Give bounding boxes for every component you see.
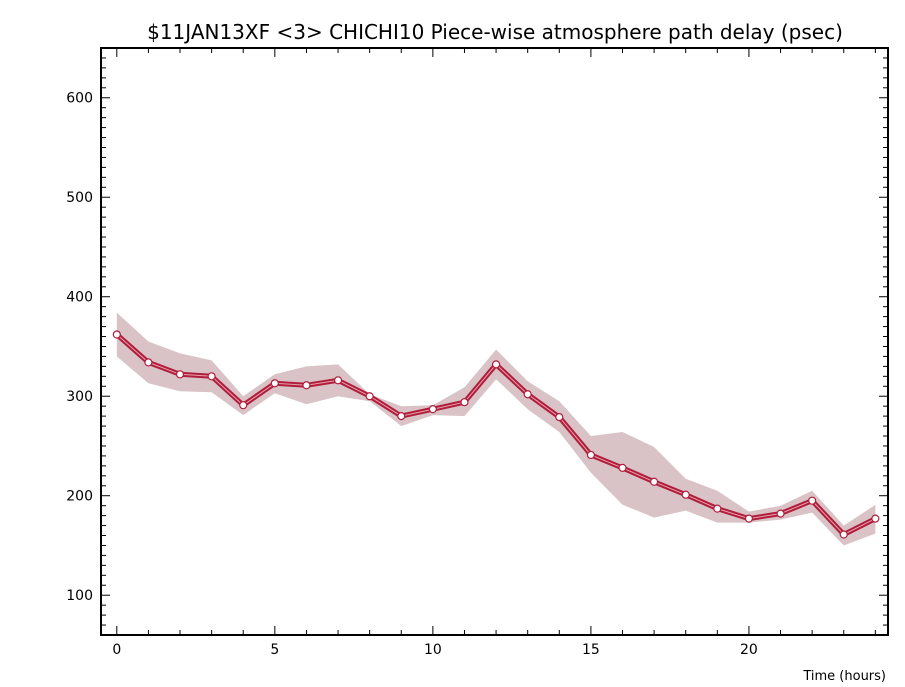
data-point [207,372,216,381]
data-point [302,381,311,390]
y-tick-label: 100 [66,588,93,604]
y-tick-label: 600 [66,91,93,107]
data-point [144,358,153,367]
x-tick-label: 20 [740,642,758,658]
data-point [776,509,785,518]
x-tick-label: 15 [582,642,600,658]
data-point [270,379,279,388]
x-axis-label: Time (hours) [802,669,886,684]
data-point [744,514,754,523]
data-point [555,413,564,422]
axis-ticks [101,48,888,635]
data-point [586,450,595,460]
data-point [175,370,185,379]
data-point [871,514,880,523]
y-tick-label: 300 [66,389,93,405]
y-tick-label: 500 [66,190,93,206]
data-point [618,463,627,472]
y-tick-label: 400 [66,290,93,306]
data-point [239,401,248,410]
data-point [808,496,817,505]
data-point [491,360,501,369]
x-tick-labels: 0 5 10 15 20 [112,642,758,658]
x-tick-label: 0 [112,642,121,658]
data-point [650,477,659,486]
data-point [365,392,374,401]
data-point [428,405,437,414]
data-point [713,504,722,513]
uncertainty-band [116,312,876,546]
data-point [523,390,532,399]
x-tick-label: 5 [270,642,279,658]
data-point [333,376,343,385]
y-tick-label: 200 [66,489,93,505]
plot-frame [100,47,889,636]
confidence-band-layer [116,312,876,546]
data-point [839,530,848,539]
y-tick-labels: 100 200 300 400 500 600 [66,91,93,604]
data-point [112,330,121,339]
chart-title: $11JAN13XF <3> CHICHI10 Piece-wise atmos… [147,20,843,44]
data-point [460,398,469,407]
x-tick-label: 10 [424,642,442,658]
data-points-layer [112,330,880,539]
data-point [681,490,690,499]
data-point [397,412,406,421]
